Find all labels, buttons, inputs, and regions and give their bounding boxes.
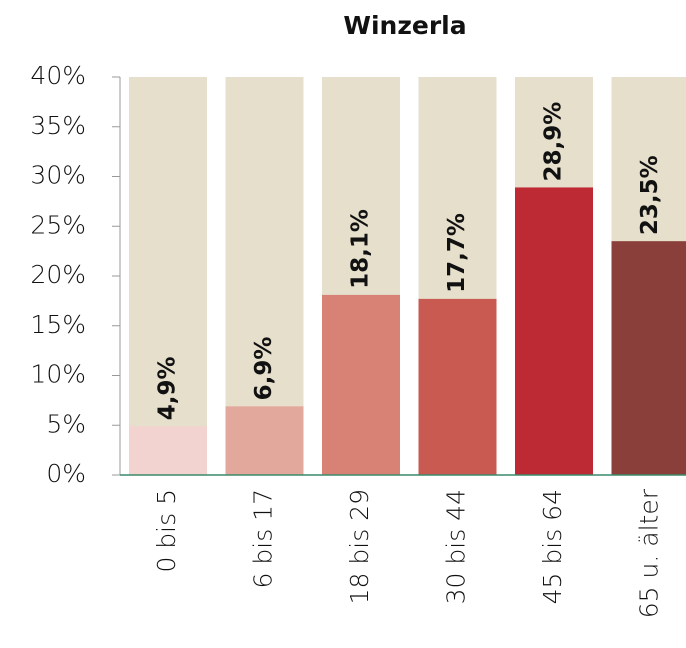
y-tick-label: 10% <box>30 360 86 389</box>
x-tick-label: 18 bis 29 <box>345 489 374 604</box>
bar <box>322 294 400 475</box>
value-label: 28,9% <box>541 102 567 182</box>
value-label: 4,9% <box>155 356 181 420</box>
bar <box>225 406 304 475</box>
y-tick-label: 40% <box>30 61 86 90</box>
bar <box>418 298 497 475</box>
chart-title: Winzerla <box>343 11 466 40</box>
x-tick-label: 45 bis 64 <box>538 489 567 604</box>
x-tick-label: 30 bis 44 <box>442 489 471 604</box>
value-label: 6,9% <box>251 337 277 401</box>
bar <box>611 241 686 475</box>
y-tick-label: 15% <box>30 310 86 339</box>
bar <box>515 187 593 475</box>
value-label: 17,7% <box>444 213 470 293</box>
y-tick-label: 0% <box>46 459 86 488</box>
bar <box>129 426 207 475</box>
value-label: 23,5% <box>637 155 663 235</box>
y-tick-label: 20% <box>30 260 86 289</box>
y-tick-label: 30% <box>30 161 86 190</box>
y-tick-label: 35% <box>30 111 86 140</box>
y-tick-label: 25% <box>30 210 86 239</box>
value-label: 18,1% <box>348 209 374 289</box>
x-tick-label: 0 bis 5 <box>152 489 181 573</box>
bar-background <box>129 77 207 475</box>
x-tick-label: 6 bis 17 <box>249 489 278 588</box>
y-tick-label: 5% <box>46 409 86 438</box>
x-tick-label: 65 u. älter <box>635 488 664 618</box>
